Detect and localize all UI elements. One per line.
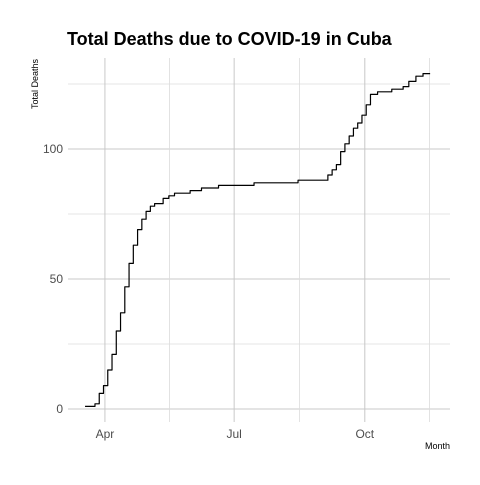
series-line-total-deaths — [85, 74, 430, 407]
y-tick-label: 0 — [56, 402, 63, 416]
y-tick-label: 50 — [50, 272, 64, 286]
chart-title: Total Deaths due to COVID-19 in Cuba — [67, 29, 393, 49]
x-tick-label: Oct — [355, 427, 374, 441]
y-axis-label: Total Deaths — [30, 58, 40, 109]
x-axis-label: Month — [425, 441, 450, 451]
axis-ticks: 0 50 100 Apr Jul Oct — [43, 142, 375, 441]
x-tick-label: Jul — [226, 427, 241, 441]
y-tick-label: 100 — [43, 142, 63, 156]
x-tick-label: Apr — [96, 427, 115, 441]
gridlines — [68, 58, 450, 422]
